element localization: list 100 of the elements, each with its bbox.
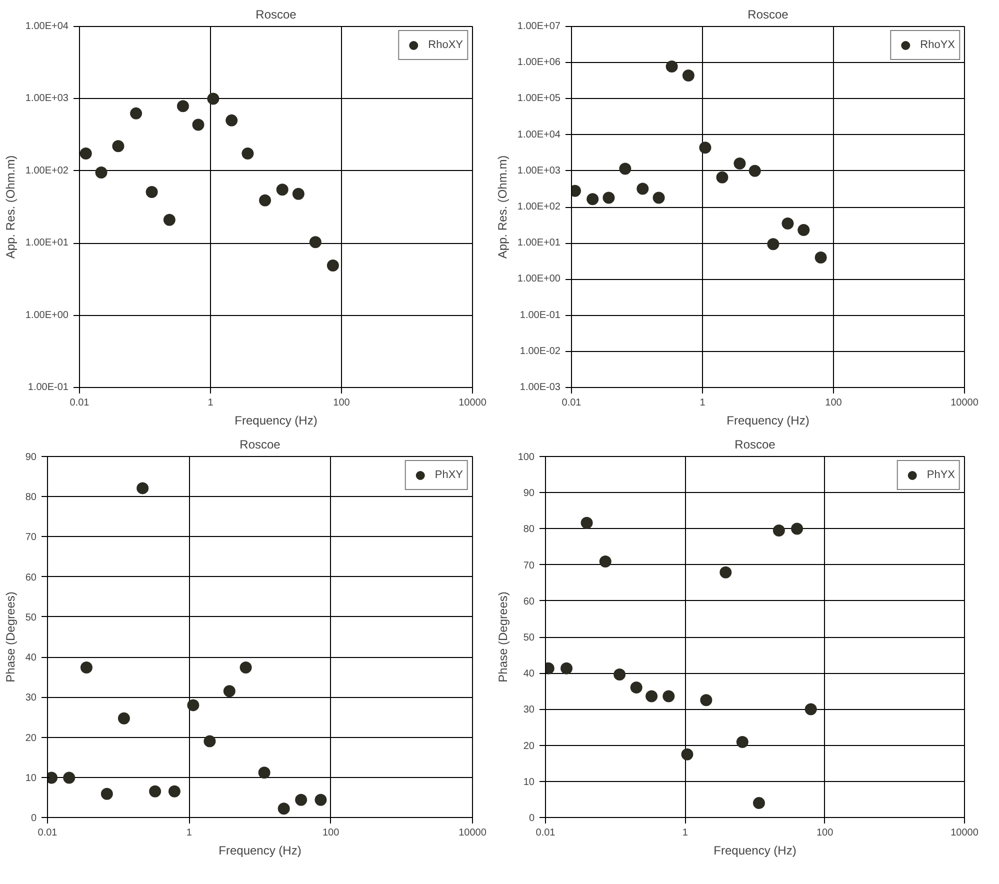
point (636, 182, 649, 195)
point (798, 224, 810, 236)
point (80, 148, 92, 160)
x-tick-label: 10000 (950, 828, 979, 838)
y-tick-label: 1.00E-01 (28, 382, 69, 393)
y-tick-label: 1.00E-02 (520, 346, 561, 357)
x-tick-label: 100 (816, 828, 834, 838)
point (223, 685, 236, 698)
y-tick-label: 1.00E+07 (517, 21, 561, 32)
point (814, 251, 827, 264)
x-tick-label: 1 (682, 828, 688, 838)
point (748, 164, 761, 177)
point (63, 772, 76, 784)
point (258, 766, 270, 779)
y-tick-label: 1.00E-03 (520, 382, 561, 393)
y-tick-label: 10 (523, 776, 535, 788)
y-tick-label: 10 (25, 772, 37, 784)
y-tick-label: 70 (523, 560, 535, 572)
y-axis-title: App. Res. (Ohm.m) (3, 155, 18, 259)
y-tick-label: 1.00E+05 (517, 93, 561, 104)
y-tick-label: 1.00E+00 (25, 310, 69, 321)
y-tick-label: 60 (25, 572, 37, 584)
point (80, 661, 92, 674)
x-tick-label: 1 (208, 398, 214, 408)
point (619, 162, 632, 175)
x-tick-label: 100 (825, 398, 842, 408)
x-tick-label: 10000 (458, 398, 487, 408)
y-tick-label: 1.00E+03 (517, 165, 561, 176)
y-tick-label: 1.00E+02 (517, 202, 561, 212)
point (176, 100, 189, 112)
point (118, 712, 130, 724)
point (112, 140, 124, 152)
y-tick-label: 1.00E+01 (25, 238, 69, 249)
legend-label: PhXY (434, 469, 463, 481)
point (226, 114, 238, 126)
x-axis-title: Frequency (Hz) (218, 844, 302, 858)
point (699, 142, 712, 154)
x-tick-label: 0.01 (70, 398, 90, 408)
y-tick-label: 80 (523, 524, 535, 536)
legend-label: RhoXY (428, 39, 463, 51)
chart-title: Roscoe (256, 8, 297, 22)
point (652, 192, 665, 204)
point (146, 186, 158, 198)
x-axis-title: Frequency (Hz) (234, 414, 318, 428)
y-tick-label: 50 (523, 632, 535, 644)
y-tick-label: 20 (25, 732, 37, 744)
y-tick-label: 1.00E+02 (25, 165, 69, 176)
y-tick-label: 1.00E+04 (25, 21, 69, 32)
y-tick-label: 80 (25, 492, 37, 504)
point (95, 166, 108, 178)
x-tick-label: 0.01 (562, 398, 582, 408)
point (292, 188, 304, 200)
y-axis-title: Phase (Degrees) (496, 592, 510, 682)
y-tick-label: 90 (523, 488, 535, 500)
y-tick-label: 1.00E+00 (517, 274, 561, 285)
x-tick-label: 1 (186, 828, 192, 838)
y-tick-label: 60 (523, 596, 535, 608)
point (242, 148, 254, 160)
y-tick-label: 30 (25, 692, 37, 704)
y-tick-label: 100 (518, 452, 535, 463)
x-tick-label: 10000 (950, 398, 979, 408)
point (278, 802, 290, 815)
point (276, 184, 288, 196)
y-tick-label: 1.00E+04 (517, 129, 561, 140)
x-tick-label: 100 (322, 828, 340, 838)
x-axis-title: Frequency (Hz) (714, 844, 796, 858)
chart-title: Roscoe (734, 438, 776, 452)
x-tick-label: 100 (333, 398, 350, 408)
y-tick-label: 90 (25, 452, 37, 463)
point (295, 794, 308, 806)
x-tick-label: 1 (700, 398, 706, 408)
y-tick-label: 1.00E-01 (520, 310, 561, 321)
y-tick-label: 50 (25, 612, 37, 624)
y-tick-label: 40 (523, 668, 535, 680)
chart-title: Roscoe (748, 8, 789, 22)
point (586, 193, 599, 206)
x-tick-label: 10000 (458, 828, 487, 838)
point (734, 158, 746, 170)
point (782, 217, 794, 230)
point (187, 699, 200, 712)
y-tick-label: 0 (30, 813, 37, 824)
point (716, 171, 728, 184)
y-tick-label: 1.00E+03 (25, 93, 69, 104)
y-tick-label: 1.00E+01 (517, 238, 561, 249)
y-axis-title: App. Res. (Ohm.m) (495, 155, 510, 259)
x-tick-label: 0.01 (38, 828, 58, 838)
x-tick-label: 0.01 (536, 828, 556, 838)
point (602, 192, 615, 204)
y-tick-label: 30 (523, 704, 535, 716)
point (309, 236, 322, 248)
y-tick-label: 1.00E+06 (517, 57, 561, 68)
point (259, 194, 272, 206)
y-axis-title: Phase (Degrees) (3, 592, 18, 682)
chart-title: Roscoe (240, 438, 281, 452)
x-axis-title: Frequency (Hz) (726, 414, 810, 428)
point (240, 661, 252, 674)
y-tick-label: 40 (25, 652, 37, 664)
y-tick-label: 0 (528, 813, 535, 824)
legend-label: PhYX (926, 469, 955, 481)
y-tick-label: 70 (25, 532, 37, 544)
